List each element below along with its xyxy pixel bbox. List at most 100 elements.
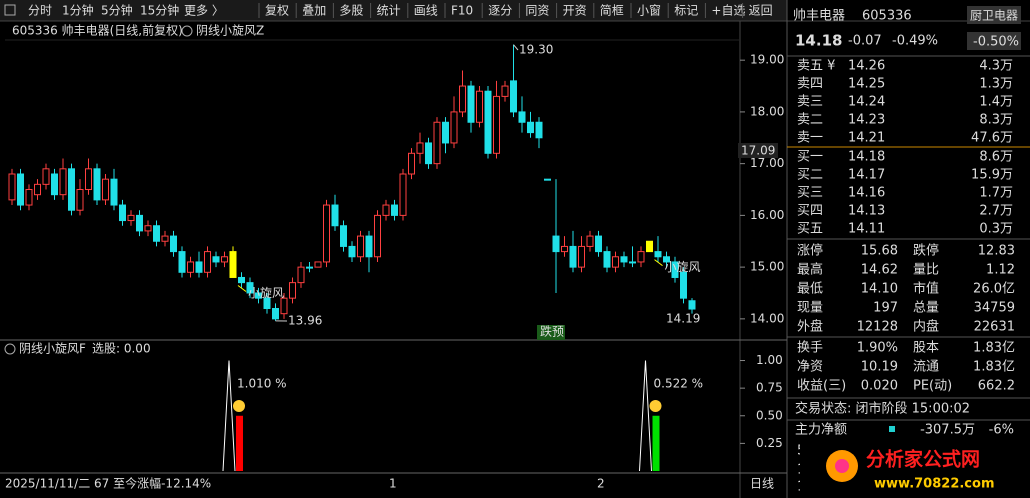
- toolbar-tab[interactable]: 更多 〉: [184, 4, 224, 18]
- quote-text: 1.12: [986, 263, 1015, 278]
- candle-body: [119, 204, 126, 222]
- timeline-mark: 2: [597, 477, 605, 491]
- low-label: 13.96: [288, 314, 322, 328]
- toolbar-icon[interactable]: [4, 4, 16, 16]
- candle-body: [408, 152, 415, 175]
- candle-body: [204, 251, 211, 273]
- toolbar-button[interactable]: 开资: [563, 4, 587, 18]
- candle-body: [221, 256, 228, 263]
- quote-text: 1.4万: [979, 95, 1013, 110]
- toolbar-button[interactable]: 小窗: [637, 4, 661, 18]
- candle-body: [34, 183, 41, 196]
- quote-text: -0.50%: [973, 35, 1019, 50]
- candle-body: [314, 261, 322, 268]
- y-tick-label: 0.75: [756, 381, 783, 395]
- quote-text: 买二: [797, 168, 823, 183]
- quote-text: 涨停: [797, 243, 823, 259]
- quote-text: 换手: [797, 341, 823, 356]
- signal-label: 0.522 %: [654, 377, 704, 391]
- quote-text: 量比: [913, 263, 939, 278]
- candle-body: [136, 214, 143, 232]
- quote-text: 14.13: [848, 204, 885, 219]
- quote-text: 47.6万: [971, 131, 1013, 146]
- quote-text: 14.11: [848, 222, 885, 237]
- candle-body: [629, 261, 636, 264]
- warn-box: [537, 325, 565, 340]
- toolbar-button[interactable]: +自选: [711, 4, 745, 18]
- toolbar-button[interactable]: 逐分: [488, 4, 512, 18]
- candle-body: [578, 245, 585, 268]
- toolbar-button[interactable]: 标记: [674, 4, 698, 18]
- indicator-icon[interactable]: [4, 343, 16, 355]
- candle-body: [340, 225, 347, 247]
- candle-body: [153, 225, 160, 242]
- candle-body: [612, 256, 619, 268]
- quote-text: 流通: [913, 360, 939, 375]
- quote-text: 15.9万: [971, 168, 1013, 183]
- chart-title: 605336 帅丰电器(日线,前复权): [12, 23, 183, 38]
- candle-body: [467, 85, 475, 123]
- quote-text: 市值: [913, 281, 939, 297]
- candle-body: [85, 168, 92, 191]
- toolbar-button[interactable]: 叠加: [302, 4, 326, 18]
- quote-text: 交易状态: 闭市阶段 15:00:02: [795, 401, 970, 417]
- candle-body: [246, 282, 254, 294]
- candle-body: [42, 168, 50, 185]
- candle-body: [93, 168, 101, 201]
- quote-text: 26.0亿: [973, 282, 1015, 297]
- toolbar-button[interactable]: 画线: [414, 4, 438, 18]
- y-tick-label: 18.00: [750, 104, 784, 118]
- candle-body: [238, 276, 245, 284]
- indicator-name: 阴线小旋风Z: [196, 24, 264, 38]
- y-tick-label: 17.00: [750, 156, 784, 170]
- candle-body: [391, 204, 398, 216]
- toolbar-tab[interactable]: 15分钟: [140, 3, 179, 18]
- candle-body: [25, 189, 33, 206]
- toolbar-button[interactable]: 统计: [377, 4, 401, 18]
- candle-body: [170, 235, 177, 253]
- toolbar-button[interactable]: 多股: [339, 4, 363, 18]
- candle-body: [348, 245, 356, 258]
- toolbar-tab[interactable]: 分时: [28, 4, 52, 18]
- toolbar-button[interactable]: 返回: [749, 4, 773, 18]
- toolbar-button[interactable]: 同资: [525, 4, 549, 18]
- quote-text: 12.83: [978, 244, 1015, 259]
- quote-text: 最低: [797, 282, 823, 297]
- quote-text: 帅丰电器: [793, 9, 845, 24]
- quote-text: 14.26: [848, 59, 885, 74]
- candle-body: [671, 261, 679, 278]
- signal-text: 小旋风: [665, 260, 701, 274]
- candle-body: [178, 251, 186, 273]
- quote-text: -0.49%: [892, 34, 938, 49]
- candle-body: [17, 173, 24, 206]
- quote-text: 8.6万: [979, 150, 1013, 165]
- toolbar-tab[interactable]: 5分钟: [101, 3, 133, 18]
- quote-text: 买五: [797, 222, 823, 237]
- candle-body: [195, 261, 203, 273]
- candle-body: [357, 235, 364, 258]
- toolbar-button[interactable]: 复权: [265, 4, 289, 18]
- candle-body: [229, 251, 237, 278]
- timeline-mark: 1: [389, 477, 397, 491]
- indicator-icon[interactable]: [181, 25, 193, 37]
- quote-text: 1.83亿: [973, 360, 1015, 375]
- candle-body: [323, 204, 330, 263]
- candle-body: [8, 173, 16, 201]
- signal-spike: [639, 360, 652, 472]
- candle-body: [501, 85, 509, 97]
- toolbar-button[interactable]: 简框: [600, 4, 624, 18]
- toolbar-tab[interactable]: 1分钟: [62, 3, 94, 18]
- cursor-price: 17.09: [741, 144, 775, 158]
- candle-body: [306, 266, 313, 269]
- quote-text: 14.16: [848, 186, 885, 201]
- toolbar-button[interactable]: F10: [451, 4, 473, 18]
- quote-text: 卖三: [797, 95, 823, 110]
- quote-text: 34759: [974, 301, 1015, 316]
- y-tick-label: 0.50: [756, 408, 783, 422]
- candle-body: [518, 111, 526, 123]
- quote-text: 4.3万: [979, 59, 1013, 74]
- candle-body: [297, 266, 305, 284]
- candle-body: [289, 282, 296, 299]
- candle-body: [272, 308, 279, 320]
